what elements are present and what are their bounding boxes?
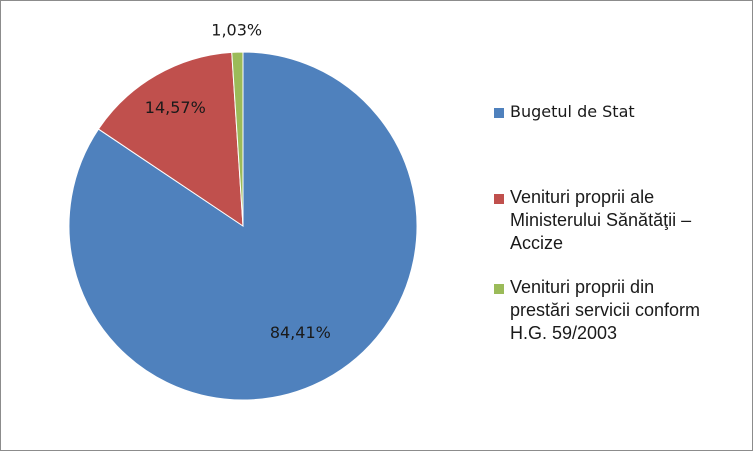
legend-swatch-blue xyxy=(494,108,504,118)
legend-item-bugetul-de-stat: Bugetul de Stat xyxy=(494,100,635,123)
legend-line: Venituri proprii din xyxy=(510,277,655,297)
legend-swatch-red xyxy=(494,194,504,204)
legend-label-venituri-servicii: Venituri proprii din prestări servicii c… xyxy=(510,276,700,345)
legend-label-bugetul-de-stat: Bugetul de Stat xyxy=(510,100,635,123)
legend-item-venituri-servicii: Venituri proprii din prestări servicii c… xyxy=(494,276,700,345)
legend-line: prestări servicii conform xyxy=(510,300,701,320)
pie-slice-label-1: 14,57% xyxy=(145,98,206,117)
legend-line: H.G. 59/2003 xyxy=(510,323,618,343)
legend-item-venituri-accize: Venituri proprii ale Ministerului Sănătă… xyxy=(494,186,691,255)
pie-slice-1 xyxy=(97,51,244,227)
legend-line: Accize xyxy=(510,233,564,253)
legend-line: Venituri proprii ale xyxy=(510,187,655,207)
pie-slice-2 xyxy=(231,51,244,227)
pie-slices xyxy=(68,51,418,401)
legend-swatch-green xyxy=(494,284,504,294)
pie-labels: 84,41% 14,57% 1,03% xyxy=(145,21,331,342)
pie-slice-label-2: 1,03% xyxy=(211,21,262,40)
legend-line: Bugetul de Stat xyxy=(510,102,635,121)
legend-line: Ministerului Sănătăţii – xyxy=(510,210,692,230)
pie-slice-label-0: 84,41% xyxy=(270,323,331,342)
legend-label-venituri-accize: Venituri proprii ale Ministerului Sănătă… xyxy=(510,186,691,255)
